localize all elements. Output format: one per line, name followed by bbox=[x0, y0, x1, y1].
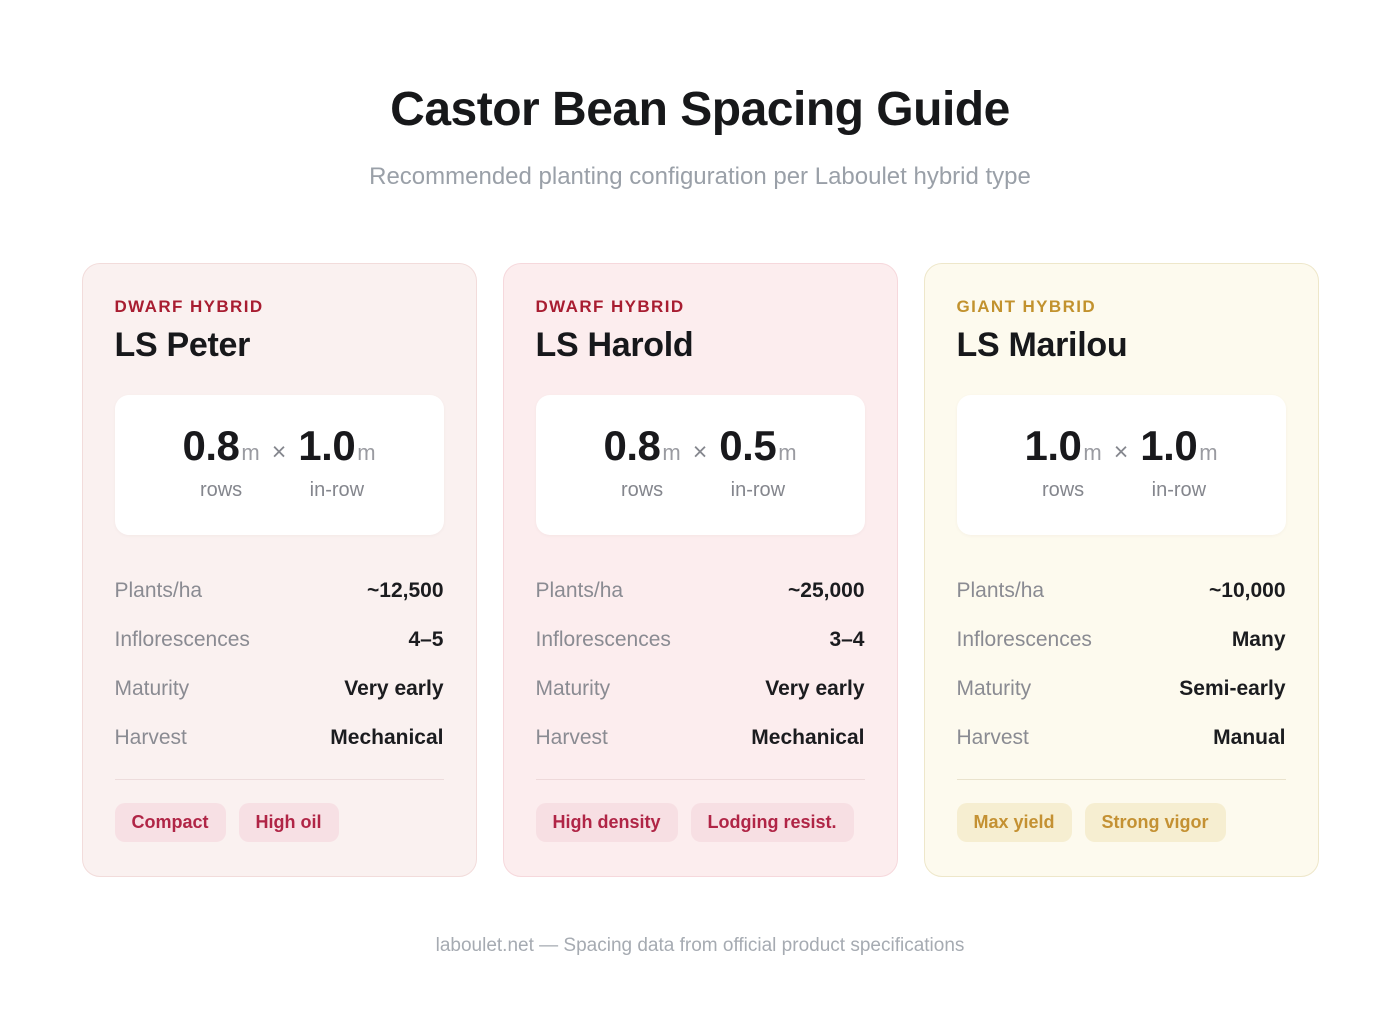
detail-row: Inflorescences Many bbox=[957, 628, 1286, 652]
row-spacing-value: 0.8 bbox=[182, 422, 240, 469]
details-list: Plants/ha ~10,000 Inflorescences Many Ma… bbox=[957, 579, 1286, 750]
detail-label: Plants/ha bbox=[956, 579, 1045, 602]
row-spacing-unit: m bbox=[241, 440, 260, 465]
detail-value: Very early bbox=[765, 677, 865, 700]
detail-row: Inflorescences 3–4 bbox=[536, 628, 865, 652]
tags-row: Compact High oil bbox=[114, 803, 444, 842]
detail-value: Mechanical bbox=[330, 726, 444, 749]
tag-pill: Max yield bbox=[956, 803, 1072, 842]
rows-label: rows bbox=[620, 479, 664, 501]
page-title: Castor Bean Spacing Guide bbox=[390, 83, 1010, 136]
detail-row: Plants/ha ~12,500 bbox=[115, 579, 444, 603]
rows-label: rows bbox=[199, 479, 243, 501]
detail-row: Maturity Semi-early bbox=[957, 677, 1286, 701]
detail-value: Mechanical bbox=[751, 726, 865, 749]
detail-row: Harvest Mechanical bbox=[536, 726, 865, 750]
detail-row: Maturity Very early bbox=[115, 677, 444, 701]
rows-label: rows bbox=[1041, 479, 1085, 501]
inrow-spacing-value: 1.0 bbox=[1140, 422, 1198, 469]
inrow-label: in-row bbox=[1151, 479, 1207, 501]
hybrid-type-label: DWARF HYBRID bbox=[114, 297, 264, 316]
page-subtitle: Recommended planting configuration per L… bbox=[369, 163, 1031, 190]
tags-row: Max yield Strong vigor bbox=[956, 803, 1286, 842]
detail-value: Very early bbox=[344, 677, 444, 700]
hybrid-name: LS Peter bbox=[114, 326, 251, 364]
detail-label: Plants/ha bbox=[535, 579, 624, 602]
detail-value: Manual bbox=[1213, 726, 1286, 749]
spacing-box: 0.8m × 1.0m rows in-row bbox=[114, 395, 444, 535]
detail-value: 4–5 bbox=[408, 628, 444, 651]
hybrid-name: LS Marilou bbox=[956, 326, 1128, 364]
detail-row: Maturity Very early bbox=[536, 677, 865, 701]
inrow-spacing-unit: m bbox=[778, 440, 797, 465]
divider bbox=[535, 779, 865, 780]
detail-value: Many bbox=[1231, 628, 1286, 651]
inrow-spacing: 1.0m bbox=[298, 422, 375, 470]
row-spacing-value: 1.0 bbox=[1024, 422, 1082, 469]
row-spacing-unit: m bbox=[662, 440, 681, 465]
inrow-spacing: 0.5m bbox=[719, 422, 796, 470]
details-list: Plants/ha ~25,000 Inflorescences 3–4 Mat… bbox=[536, 579, 865, 750]
tag-pill: Compact bbox=[114, 803, 226, 842]
hybrid-type-label: GIANT HYBRID bbox=[956, 297, 1097, 316]
row-spacing-unit: m bbox=[1083, 440, 1102, 465]
row-spacing: 1.0m bbox=[1024, 422, 1101, 470]
hybrid-type-label: DWARF HYBRID bbox=[535, 297, 685, 316]
detail-row: Inflorescences 4–5 bbox=[115, 628, 444, 652]
detail-value: ~25,000 bbox=[788, 579, 865, 602]
detail-row: Harvest Mechanical bbox=[115, 726, 444, 750]
tag-pill: High density bbox=[535, 803, 678, 842]
detail-label: Inflorescences bbox=[956, 628, 1092, 651]
detail-row: Harvest Manual bbox=[957, 726, 1286, 750]
detail-label: Inflorescences bbox=[535, 628, 671, 651]
detail-label: Harvest bbox=[114, 726, 187, 749]
detail-label: Maturity bbox=[956, 677, 1032, 700]
hybrid-card-ls-peter: DWARF HYBRID LS Peter 0.8m × 1.0m rows i… bbox=[81, 263, 477, 877]
inrow-label: in-row bbox=[309, 479, 365, 501]
divider bbox=[114, 779, 444, 780]
times-symbol: × bbox=[1113, 438, 1129, 466]
inrow-spacing: 1.0m bbox=[1140, 422, 1217, 470]
detail-value: ~12,500 bbox=[367, 579, 444, 602]
detail-value: 3–4 bbox=[829, 628, 865, 651]
tag-pill: Strong vigor bbox=[1084, 803, 1226, 842]
cards-row: DWARF HYBRID LS Peter 0.8m × 1.0m rows i… bbox=[0, 263, 1400, 877]
detail-value: ~10,000 bbox=[1209, 579, 1286, 602]
times-symbol: × bbox=[271, 438, 287, 466]
row-spacing-value: 0.8 bbox=[603, 422, 661, 469]
inrow-label: in-row bbox=[730, 479, 786, 501]
detail-label: Harvest bbox=[956, 726, 1029, 749]
times-symbol: × bbox=[692, 438, 708, 466]
spacing-box: 1.0m × 1.0m rows in-row bbox=[956, 395, 1286, 535]
hybrid-name: LS Harold bbox=[535, 326, 694, 364]
hybrid-card-ls-marilou: GIANT HYBRID LS Marilou 1.0m × 1.0m rows… bbox=[923, 263, 1319, 877]
detail-label: Maturity bbox=[114, 677, 190, 700]
tag-pill: Lodging resist. bbox=[690, 803, 854, 842]
inrow-spacing-unit: m bbox=[357, 440, 376, 465]
detail-row: Plants/ha ~10,000 bbox=[957, 579, 1286, 603]
inrow-spacing-unit: m bbox=[1199, 440, 1218, 465]
hybrid-card-ls-harold: DWARF HYBRID LS Harold 0.8m × 0.5m rows … bbox=[502, 263, 898, 877]
row-spacing: 0.8m bbox=[182, 422, 259, 470]
tag-pill: High oil bbox=[238, 803, 339, 842]
detail-row: Plants/ha ~25,000 bbox=[536, 579, 865, 603]
spacing-box: 0.8m × 0.5m rows in-row bbox=[535, 395, 865, 535]
detail-label: Maturity bbox=[535, 677, 611, 700]
details-list: Plants/ha ~12,500 Inflorescences 4–5 Mat… bbox=[115, 579, 444, 750]
detail-value: Semi-early bbox=[1179, 677, 1286, 700]
inrow-spacing-value: 0.5 bbox=[719, 422, 777, 469]
divider bbox=[956, 779, 1286, 780]
detail-label: Harvest bbox=[535, 726, 608, 749]
inrow-spacing-value: 1.0 bbox=[298, 422, 356, 469]
page-footer: laboulet.net — Spacing data from officia… bbox=[435, 935, 965, 956]
detail-label: Inflorescences bbox=[114, 628, 250, 651]
row-spacing: 0.8m bbox=[603, 422, 680, 470]
tags-row: High density Lodging resist. bbox=[535, 803, 865, 842]
detail-label: Plants/ha bbox=[114, 579, 203, 602]
